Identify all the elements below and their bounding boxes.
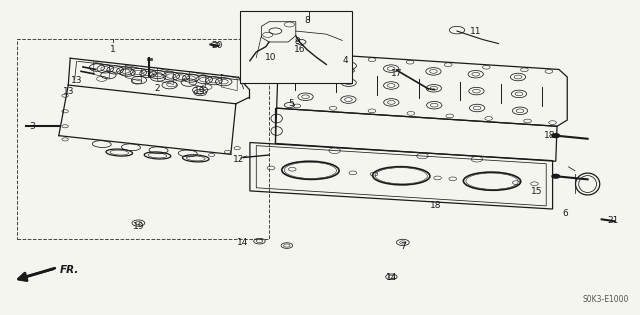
Bar [17,39,269,239]
Text: 14: 14 [237,238,248,247]
Text: FR.: FR. [60,265,79,275]
Text: 12: 12 [234,155,244,163]
Text: 10: 10 [264,53,276,62]
Circle shape [552,175,559,178]
Text: 21: 21 [607,216,619,225]
Text: 14: 14 [386,273,397,282]
Text: 6: 6 [563,209,568,218]
Text: S0K3-E1000: S0K3-E1000 [582,295,629,304]
Text: 3: 3 [29,122,35,131]
Text: 9: 9 [295,37,301,47]
Text: 11: 11 [470,26,482,36]
Text: 2: 2 [155,84,161,93]
Text: 8: 8 [305,16,310,25]
Text: 17: 17 [390,69,402,78]
Text: 1: 1 [110,45,116,54]
Text: 19: 19 [195,88,206,96]
Circle shape [552,134,559,138]
Bar [241,11,352,83]
Text: 18: 18 [430,201,442,210]
Text: 13: 13 [71,76,83,84]
Text: 13: 13 [63,88,74,96]
Text: 7: 7 [400,242,406,251]
Text: 19: 19 [132,222,144,231]
Text: 5: 5 [289,99,294,108]
Text: 15: 15 [531,187,543,196]
Text: 20: 20 [211,41,223,50]
Text: 18: 18 [543,131,555,140]
Text: 4: 4 [342,56,348,65]
Text: 16: 16 [294,45,305,54]
